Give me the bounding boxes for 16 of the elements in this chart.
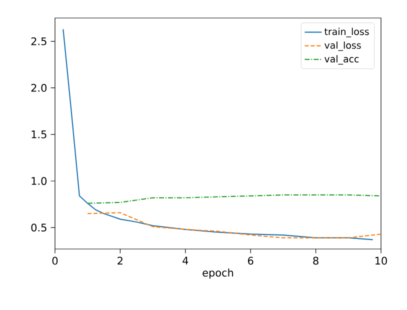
x-tick-label: 0 <box>52 256 58 265</box>
x-tick-label: 8 <box>313 256 318 265</box>
legend-label: val_loss <box>324 41 361 51</box>
y-tick-label: 2.5 <box>31 37 46 46</box>
legend-label: train_loss <box>324 28 369 38</box>
y-tick-label: 1.0 <box>32 177 47 185</box>
y-tick-label: 2.0 <box>31 84 47 92</box>
x-tick-label: 10 <box>375 256 387 265</box>
x-tick-label: 6 <box>248 256 254 265</box>
x-axis-title: epoch <box>202 268 234 279</box>
line-series <box>62 28 374 240</box>
x-tick-label: 4 <box>182 256 188 264</box>
y-tick-label: 1.5 <box>32 130 46 138</box>
legend-label: val_acc <box>324 55 359 65</box>
y-tick-label: 0.5 <box>31 224 46 232</box>
x-tick-label: 2 <box>118 256 122 265</box>
